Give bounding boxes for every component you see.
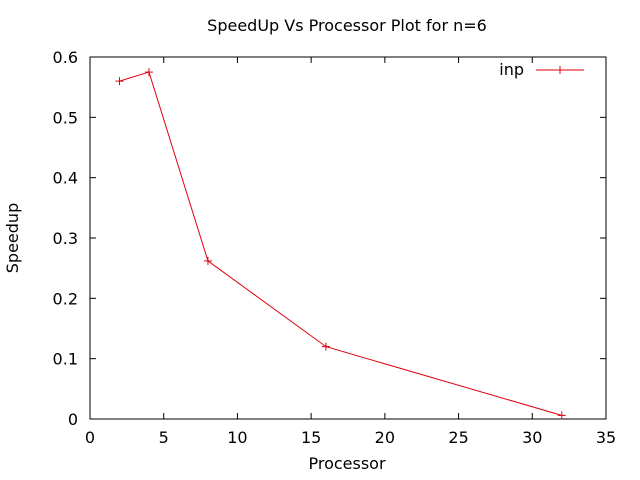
y-tick-label: 0.6 (53, 48, 78, 67)
y-tick-label: 0.2 (53, 289, 78, 308)
plot-frame (89, 56, 607, 420)
y-axis-label: Speedup (3, 203, 22, 273)
x-tick-label: 35 (596, 428, 616, 447)
x-tick-label: 10 (227, 428, 247, 447)
data-point (321, 342, 330, 351)
legend-marker-plus (556, 66, 564, 74)
legend-marker-inp (556, 66, 564, 74)
x-tick-label: 30 (522, 428, 542, 447)
data-point (115, 77, 124, 86)
series-layer (115, 68, 566, 420)
data-point (203, 256, 212, 265)
series-line-inp (119, 71, 562, 416)
chart-title: SpeedUp Vs Processor Plot for n=6 (207, 16, 487, 35)
y-tick-label: 0 (68, 410, 78, 429)
data-point (557, 411, 566, 420)
x-axis-label: Processor (308, 454, 385, 473)
x-tick-label: 0 (85, 428, 95, 447)
data-point (144, 68, 153, 77)
y-tick-label: 0.4 (53, 169, 78, 188)
y-tick-label: 0.1 (53, 350, 78, 369)
x-tick-label: 20 (375, 428, 395, 447)
x-tick-label: 25 (448, 428, 468, 447)
y-axis-ticks: 0 0.1 0.2 0.3 0.4 0.5 0.6 (53, 48, 606, 429)
x-tick-label: 15 (301, 428, 321, 447)
legend: inp (499, 60, 584, 79)
y-tick-label: 0.3 (53, 229, 78, 248)
x-axis-ticks: 0 5 10 15 20 25 30 35 (85, 57, 616, 447)
plot-axes (89, 56, 607, 420)
legend-label-inp: inp (499, 60, 524, 79)
y-tick-label: 0.5 (53, 108, 78, 127)
x-tick-label: 5 (159, 428, 169, 447)
